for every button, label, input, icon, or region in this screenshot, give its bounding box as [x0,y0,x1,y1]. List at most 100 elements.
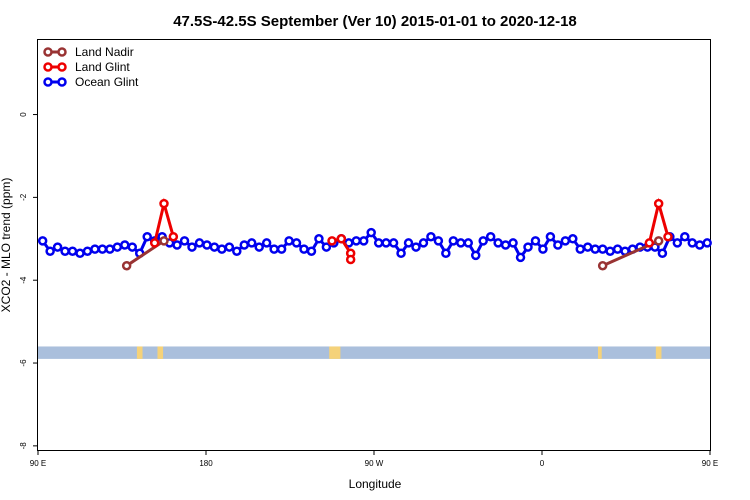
data-point [396,248,406,259]
data-point [224,242,235,252]
data-point [90,244,100,254]
legend-label: Land Glint [75,60,130,74]
data-point [172,240,182,250]
data-point [433,236,444,246]
legend-marker [43,77,53,87]
x-tick-label: 0 [540,459,545,468]
data-point [470,250,481,261]
series-land-glint [149,197,673,265]
data-point [373,238,384,248]
legend-marker [43,47,53,57]
data-point [269,244,279,254]
data-point [657,248,668,259]
data-point [426,231,436,242]
data-point [159,198,169,209]
data-point [680,231,690,242]
data-point [276,244,287,254]
ocean-band-fill [38,346,710,359]
data-point [105,244,115,254]
data-point [127,242,138,252]
data-point [246,238,257,248]
data-point [358,236,369,246]
data-point [52,242,63,252]
data-point [60,246,70,256]
data-point [582,242,593,252]
data-point [441,248,451,259]
data-point [694,240,705,250]
legend-label: Land Nadir [75,45,134,59]
data-point [493,238,503,248]
data-point [239,240,250,250]
land-patch [157,346,164,359]
data-point [187,242,197,252]
chart-title: 47.5S-42.5S September (Ver 10) 2015-01-0… [173,13,577,30]
data-point [202,240,212,250]
data-point [448,236,459,246]
x-tick-label: 90 E [30,459,46,468]
data-point [478,236,488,246]
data-point [653,236,664,246]
series [37,197,712,271]
data-point [321,242,332,252]
data-point [179,236,190,246]
data-point [366,227,376,238]
y-tick-label: -2 [19,193,28,201]
legend-marker [57,62,67,72]
land-patch [136,346,143,359]
x-axis-label: Longitude [349,477,402,491]
data-point [418,238,429,248]
data-point [663,231,673,242]
data-point [644,238,655,248]
data-point [523,242,533,252]
data-point [336,234,347,244]
ocean-band [38,346,710,359]
data-point [351,236,362,246]
data-point [411,242,421,252]
land-patch [598,346,602,359]
data-point [142,231,152,242]
legend-label: Ocean Glint [75,75,139,89]
data-point [345,254,356,265]
data-point [545,231,556,242]
axes: 90 E 180 90 W 0 90 E 0 -2 -4 -6 -8 [19,112,718,468]
land-patch [655,346,662,359]
data-point [653,198,664,209]
data-point [232,246,242,256]
data-point [37,236,48,246]
data-point [456,238,466,248]
data-point [45,246,55,256]
data-point [67,246,78,256]
data-point [612,244,623,254]
data-point [590,244,600,254]
data-point [500,240,511,250]
y-axis-label: XCO2 - MLO trend (ppm) [0,178,13,313]
data-point [168,231,179,242]
data-point [217,244,227,254]
data-point [159,236,169,246]
data-point [209,242,220,252]
data-point [291,238,302,248]
data-point [299,244,309,254]
data-point [575,244,586,254]
data-point [112,242,123,252]
y-tick-label: -8 [19,442,28,450]
data-point [82,246,93,256]
data-point [485,231,496,242]
x-tick-label: 180 [199,459,213,468]
x-tick-label: 90 E [702,459,718,468]
data-point [327,236,337,246]
data-point [149,238,160,248]
data-point [381,238,391,248]
x-tick-label: 90 W [365,459,384,468]
data-point [553,240,563,250]
data-point [605,246,615,256]
data-point [597,244,608,254]
data-point [568,234,578,244]
data-point [403,238,414,248]
data-point [672,238,683,248]
y-tick-label: -6 [19,359,28,367]
data-point [120,240,130,250]
data-point [97,244,108,254]
legend-marker [57,77,67,87]
data-point [702,238,712,248]
